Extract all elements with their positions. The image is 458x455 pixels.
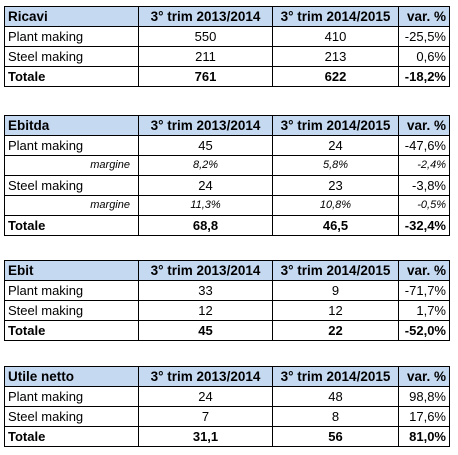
margin-label: margine xyxy=(4,155,139,176)
margin-prev: 11,3% xyxy=(138,195,273,216)
row-label: Steel making xyxy=(4,406,139,427)
total-row: Totale 761 622 -18,2% xyxy=(4,66,450,87)
row-label: Steel making xyxy=(4,175,139,196)
value-var: -3,8% xyxy=(398,175,450,196)
value-prev: 12 xyxy=(138,300,273,321)
column-header-prev: 3° trim 2013/2014 xyxy=(138,6,273,27)
total-curr: 46,5 xyxy=(272,215,399,236)
row-label: Plant making xyxy=(4,386,139,407)
margin-curr: 10,8% xyxy=(272,195,399,216)
table-title: Ebitda xyxy=(4,115,139,136)
utile-netto-table: Utile netto 3° trim 2013/2014 3° trim 20… xyxy=(4,366,450,447)
row-label: Steel making xyxy=(4,300,139,321)
total-label: Totale xyxy=(4,426,139,447)
margin-var: -2,4% xyxy=(398,155,450,176)
total-prev: 45 xyxy=(138,320,273,341)
value-prev: 33 xyxy=(138,280,273,301)
column-header-prev: 3° trim 2013/2014 xyxy=(138,115,273,136)
table-row: Plant making 24 48 98,8% xyxy=(4,386,450,407)
value-curr: 12 xyxy=(272,300,399,321)
value-curr: 9 xyxy=(272,280,399,301)
table-title: Ebit xyxy=(4,260,139,281)
row-label: Steel making xyxy=(4,46,139,67)
total-curr: 622 xyxy=(272,66,399,87)
value-prev: 7 xyxy=(138,406,273,427)
column-header-curr: 3° trim 2014/2015 xyxy=(272,115,399,136)
total-var: -18,2% xyxy=(398,66,450,87)
value-prev: 45 xyxy=(138,135,273,156)
value-prev: 550 xyxy=(138,26,273,47)
table-header-row: Ebitda 3° trim 2013/2014 3° trim 2014/20… xyxy=(4,115,450,136)
column-header-prev: 3° trim 2013/2014 xyxy=(138,366,273,387)
total-label: Totale xyxy=(4,66,139,87)
value-curr: 213 xyxy=(272,46,399,67)
total-prev: 761 xyxy=(138,66,273,87)
margin-row: margine 11,3% 10,8% -0,5% xyxy=(4,195,450,216)
total-curr: 56 xyxy=(272,426,399,447)
table-row: Plant making 45 24 -47,6% xyxy=(4,135,450,156)
total-label: Totale xyxy=(4,215,139,236)
value-var: 1,7% xyxy=(398,300,450,321)
total-row: Totale 45 22 -52,0% xyxy=(4,320,450,341)
value-var: 0,6% xyxy=(398,46,450,67)
ebit-table: Ebit 3° trim 2013/2014 3° trim 2014/2015… xyxy=(4,260,450,341)
total-row: Totale 68,8 46,5 -32,4% xyxy=(4,215,450,236)
column-header-prev: 3° trim 2013/2014 xyxy=(138,260,273,281)
table-row: Plant making 550 410 -25,5% xyxy=(4,26,450,47)
margin-var: -0,5% xyxy=(398,195,450,216)
column-header-var: var. % xyxy=(398,260,450,281)
table-row: Steel making 12 12 1,7% xyxy=(4,300,450,321)
row-label: Plant making xyxy=(4,135,139,156)
value-curr: 24 xyxy=(272,135,399,156)
column-header-curr: 3° trim 2014/2015 xyxy=(272,260,399,281)
column-header-var: var. % xyxy=(398,366,450,387)
value-curr: 410 xyxy=(272,26,399,47)
table-header-row: Ricavi 3° trim 2013/2014 3° trim 2014/20… xyxy=(4,6,450,27)
value-curr: 23 xyxy=(272,175,399,196)
value-curr: 8 xyxy=(272,406,399,427)
value-var: 17,6% xyxy=(398,406,450,427)
column-header-var: var. % xyxy=(398,6,450,27)
table-title: Utile netto xyxy=(4,366,139,387)
row-label: Plant making xyxy=(4,280,139,301)
total-label: Totale xyxy=(4,320,139,341)
table-header-row: Utile netto 3° trim 2013/2014 3° trim 20… xyxy=(4,366,450,387)
table-row: Steel making 24 23 -3,8% xyxy=(4,175,450,196)
value-prev: 24 xyxy=(138,386,273,407)
total-prev: 31,1 xyxy=(138,426,273,447)
table-row: Steel making 211 213 0,6% xyxy=(4,46,450,67)
total-var: 81,0% xyxy=(398,426,450,447)
column-header-var: var. % xyxy=(398,115,450,136)
table-row: Steel making 7 8 17,6% xyxy=(4,406,450,427)
value-var: -25,5% xyxy=(398,26,450,47)
row-label: Plant making xyxy=(4,26,139,47)
total-var: -32,4% xyxy=(398,215,450,236)
value-var: -71,7% xyxy=(398,280,450,301)
value-var: -47,6% xyxy=(398,135,450,156)
total-row: Totale 31,1 56 81,0% xyxy=(4,426,450,447)
value-prev: 24 xyxy=(138,175,273,196)
total-curr: 22 xyxy=(272,320,399,341)
table-header-row: Ebit 3° trim 2013/2014 3° trim 2014/2015… xyxy=(4,260,450,281)
value-curr: 48 xyxy=(272,386,399,407)
ricavi-table: Ricavi 3° trim 2013/2014 3° trim 2014/20… xyxy=(4,6,450,87)
column-header-curr: 3° trim 2014/2015 xyxy=(272,6,399,27)
column-header-curr: 3° trim 2014/2015 xyxy=(272,366,399,387)
margin-curr: 5,8% xyxy=(272,155,399,176)
table-row: Plant making 33 9 -71,7% xyxy=(4,280,450,301)
margin-row: margine 8,2% 5,8% -2,4% xyxy=(4,155,450,176)
margin-prev: 8,2% xyxy=(138,155,273,176)
total-prev: 68,8 xyxy=(138,215,273,236)
margin-label: margine xyxy=(4,195,139,216)
ebitda-table: Ebitda 3° trim 2013/2014 3° trim 2014/20… xyxy=(4,115,450,236)
value-var: 98,8% xyxy=(398,386,450,407)
table-title: Ricavi xyxy=(4,6,139,27)
total-var: -52,0% xyxy=(398,320,450,341)
value-prev: 211 xyxy=(138,46,273,67)
